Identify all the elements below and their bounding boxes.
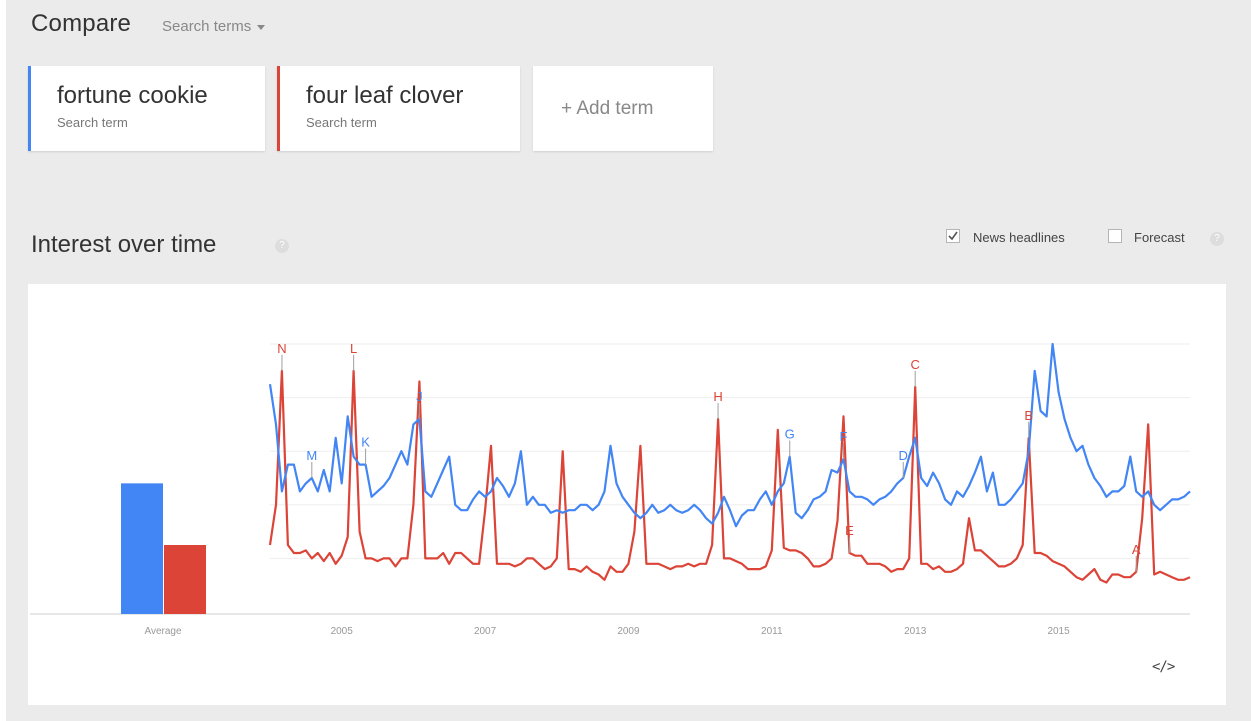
annotation-label: G [785,427,795,442]
compare-title: Compare [31,10,132,37]
term-name: four leaf clover [306,82,464,109]
annotation-label: M [306,448,317,463]
annotation-label: N [277,341,286,356]
news-headlines-checkbox[interactable] [946,229,960,243]
annotation-label: J [416,389,423,404]
x-tick-label: 2007 [474,626,497,637]
search-terms-dropdown-label: Search terms [162,18,252,35]
add-term-button[interactable]: + Add term [561,98,654,119]
term-name: fortune cookie [57,82,208,109]
forecast-checkbox[interactable] [1108,229,1122,243]
average-bar [164,545,206,614]
annotation-label: C [910,357,919,372]
term-card-fortune-cookie[interactable]: fortune cookie Search term [28,66,265,151]
annotation-label: E [845,523,854,538]
section-title: Interest over time [31,231,217,258]
term-card-four-leaf-clover[interactable]: four leaf clover Search term [277,66,520,151]
average-bar [121,483,163,614]
chart-svg: Average 2005 2007 2009 2011 2013 2015 N L M K J H G F E… [30,341,1191,637]
embed-code-icon[interactable]: </> [1152,659,1175,675]
checkmark-icon [948,231,958,241]
x-tick-label: 2015 [1047,626,1070,637]
annotation-label: D [899,448,908,463]
average-label: Average [144,626,182,637]
annotation-label: A [1132,542,1141,557]
forecast-label: Forecast [1134,230,1185,245]
x-tick-label: 2009 [617,626,640,637]
x-tick-label: 2013 [904,626,927,637]
annotation-label: H [713,389,722,404]
annotation-label: K [361,435,370,450]
search-terms-dropdown[interactable]: Search terms [162,18,266,35]
annotation-label: L [350,341,357,356]
interest-chart: Average 2005 2007 2009 2011 2013 2015 N L M K J H G F E… [28,284,1226,705]
help-icon[interactable]: ? [275,239,289,253]
annotation-label: B [1024,408,1033,423]
series-line [268,342,1191,528]
news-headlines-label: News headlines [973,230,1065,245]
x-tick-label: 2005 [331,626,354,637]
caret-down-icon [257,24,266,30]
annotation-label: F [840,429,848,444]
forecast-help-icon[interactable]: ? [1210,232,1224,246]
add-term-card[interactable]: + Add term [533,66,713,151]
term-type: Search term [306,115,377,130]
term-type: Search term [57,115,128,130]
x-tick-label: 2011 [761,626,783,637]
series-line [268,369,1191,584]
